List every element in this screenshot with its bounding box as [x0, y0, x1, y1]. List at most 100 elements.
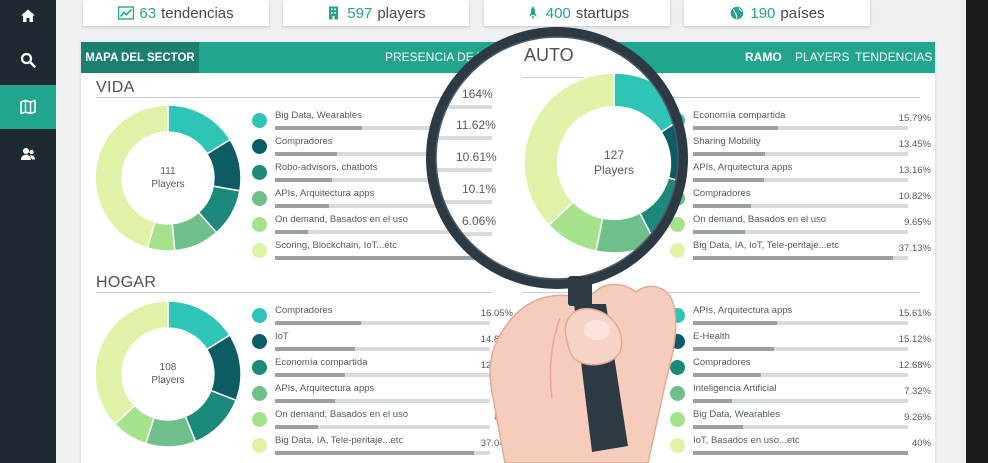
legend-bar-fill: [693, 152, 765, 156]
nav-map[interactable]: [0, 85, 56, 129]
legend-bar-fill: [275, 152, 337, 156]
legend-row[interactable]: IoT 14.81%: [252, 331, 513, 357]
legend-color-swatch: [670, 139, 685, 154]
legend-color-swatch: [252, 360, 267, 375]
legend-color-swatch: [252, 165, 267, 180]
legend-bar-track: [275, 126, 490, 130]
legend-bar-fill: [693, 256, 893, 260]
legend-row[interactable]: Big Data, Wearables 9.26%: [670, 409, 931, 435]
stat-card-paises: 190 países: [684, 0, 870, 26]
players-label: Players: [151, 178, 184, 191]
legend-row[interactable]: APIs, Arquitectura apps 11.1: [252, 383, 513, 409]
stat-card-tendencias: 63 tendencias: [83, 0, 269, 26]
legend-row[interactable]: Inteligencia Artificial 7.32%: [670, 383, 931, 409]
legend-row[interactable]: E-Health 15.12%: [670, 331, 931, 357]
legend-row[interactable]: Economía compartida 15.79%: [670, 110, 931, 136]
legend-label: Compradores: [275, 136, 333, 147]
legend-percentage: 15.79%: [899, 113, 931, 124]
legend-color-swatch: [252, 113, 267, 128]
legend-percentage: 12.96%: [481, 360, 513, 371]
legend-row[interactable]: Scoring, Blockchain, IoT...etc: [252, 240, 513, 266]
legend-bar-fill: [693, 373, 761, 377]
nav-home[interactable]: [0, 0, 56, 32]
legend-label: Big Data, Wearables: [693, 409, 780, 420]
legend-row[interactable]: Robo-advisors, chatbots: [252, 162, 513, 188]
legend-row[interactable]: APIs, Arquitectura apps: [252, 188, 513, 214]
legend-bar-track: [693, 373, 908, 377]
legend-row[interactable]: Big Data, IA, IoT, Tele-peritaje...etc 37…: [670, 240, 931, 266]
players-count: 108: [160, 361, 177, 374]
legend-label: Big Data, Wearables: [275, 110, 362, 121]
legend-percentage: 9.26%: [904, 412, 931, 423]
legend-row[interactable]: Compradores 16.05%: [252, 305, 513, 331]
legend-label: Compradores: [693, 357, 751, 368]
legend-color-swatch: [252, 308, 267, 323]
legend-label: APIs, Arquitectura apps: [275, 188, 374, 199]
nav-search[interactable]: [0, 38, 56, 82]
section-title-vida: VIDA: [96, 79, 135, 97]
presence-label[interactable]: PRESENCIA DE TEND: [385, 42, 509, 73]
legend-label: Big Data, IA, Tele-peritaje...etc: [275, 435, 403, 446]
legend-label: Scoring, Blockchain, IoT...etc: [275, 240, 397, 251]
tab-tendencias[interactable]: TENDENCIAS: [855, 42, 932, 73]
donut-svg: [513, 300, 661, 448]
legend-color-swatch: [252, 139, 267, 154]
legend-bar-track: [275, 256, 490, 260]
chart-icon: [118, 6, 134, 20]
tab-players[interactable]: PLAYERS: [795, 42, 849, 73]
legend-percentage: 16.05%: [481, 308, 513, 319]
divider: [96, 97, 492, 98]
rocket-icon: [525, 6, 541, 20]
panel-header: MAPA DEL SECTOR PRESENCIA DE TEND RAMO P…: [81, 42, 935, 73]
legend-bar-track: [693, 399, 908, 403]
legend-row[interactable]: APIs, Arquitectura apps 13.16%: [670, 162, 931, 188]
legend-label: On demand, Basados en el uso: [275, 214, 408, 225]
legend-color-swatch: [670, 360, 685, 375]
legend-bar-fill: [693, 204, 751, 208]
legend-label: APIs, Arquitectura apps: [275, 383, 374, 394]
legend-row[interactable]: Compradores 10.82%: [670, 188, 931, 214]
legend-color-swatch: [670, 334, 685, 349]
legend-row[interactable]: Economía compartida 12.96%: [252, 357, 513, 383]
legend-bar-track: [275, 451, 490, 455]
nav-users[interactable]: [0, 132, 56, 176]
legend-bar-track: [693, 152, 908, 156]
donut-hogar[interactable]: 108 Players: [94, 300, 242, 448]
donut-segment[interactable]: [514, 301, 587, 433]
legend-row[interactable]: On demand, Basados en el uso 9.65%: [670, 214, 931, 240]
sector-map-panel: MAPA DEL SECTOR PRESENCIA DE TEND RAMO P…: [81, 42, 935, 463]
legend-bar-fill: [275, 425, 318, 429]
legend-label: On demand, Basados en el uso: [693, 214, 826, 225]
legend-label: Compradores: [693, 188, 751, 199]
legend-row[interactable]: Compradores: [252, 136, 513, 162]
divider: [522, 97, 920, 98]
donut-vida[interactable]: 111 Players: [94, 104, 242, 252]
legend-row[interactable]: APIs, Arquitectura apps 15.61%: [670, 305, 931, 331]
legend-percentage: 37.13%: [899, 243, 931, 254]
legend-color-swatch: [670, 243, 685, 258]
stat-label: países: [780, 5, 824, 22]
stat-value: 597: [347, 5, 372, 22]
legend-percentage: 7.32%: [904, 386, 931, 397]
legend-row[interactable]: Big Data, Wearables: [252, 110, 513, 136]
legend-row[interactable]: Sharing Mobility 13.45%: [670, 136, 931, 162]
legend-bar-track: [693, 204, 908, 208]
legend-bar-fill: [275, 230, 308, 234]
page: 63 tendencias 597 players 400 startups 1…: [0, 0, 966, 463]
legend-row[interactable]: Compradores 12.68%: [670, 357, 931, 383]
map-icon: [20, 99, 36, 115]
donut-salud[interactable]: [513, 300, 661, 448]
legend-color-swatch: [670, 412, 685, 427]
legend-row[interactable]: IoT, Basados en uso...etc 40%: [670, 435, 931, 461]
tab-ramo[interactable]: RAMO: [745, 42, 782, 73]
players-count: 111: [160, 165, 175, 178]
legend-color-swatch: [252, 217, 267, 232]
legend-row[interactable]: On demand, Basados en el uso 8.02: [252, 409, 513, 435]
legend-row[interactable]: On demand, Basados en el uso: [252, 214, 513, 240]
legend-bar-track: [693, 230, 908, 234]
legend-row[interactable]: Big Data, IA, Tele-peritaje...etc 37.04%: [252, 435, 513, 461]
stat-value: 63: [139, 5, 156, 22]
legend-bar-fill: [275, 126, 362, 130]
legend-bar-fill: [693, 347, 774, 351]
legend-percentage: 12.68%: [899, 360, 931, 371]
